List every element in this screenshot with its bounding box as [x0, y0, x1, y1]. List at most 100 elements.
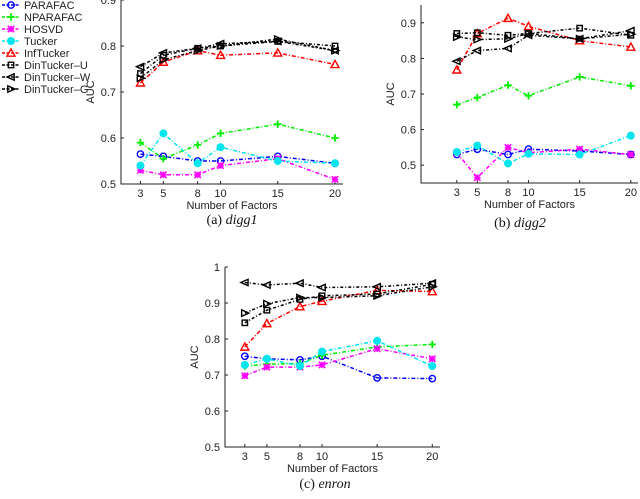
data-point: [504, 150, 512, 159]
data-point: [294, 301, 306, 311]
y-tick-label: 0.6: [205, 406, 220, 418]
subplot-enron: 0.5 0.6 0.7 0.8 0.9 1 3 5 8 10 15 20 Number of Facto…: [189, 262, 440, 492]
series-dintucker-g: [452, 29, 637, 44]
y-tick-label: 0.9: [401, 18, 416, 30]
legend-marker: [7, 61, 15, 69]
data-point: [373, 373, 382, 382]
data-point: [331, 175, 339, 184]
subplot-caption: (c) enron: [299, 477, 350, 492]
legend-label: InfTucker: [24, 48, 70, 60]
data-point: [473, 93, 481, 102]
data-point: [453, 100, 461, 109]
data-point: [191, 44, 202, 53]
series-tucker: [136, 129, 339, 170]
data-point: [504, 159, 513, 168]
series-line: [456, 27, 631, 37]
series-tucker: [240, 336, 437, 370]
legend: PARAFACNPARAFACHOSVDTuckerInfTuckerDinTu…: [2, 0, 91, 96]
legend-label: PARAFAC: [24, 0, 75, 12]
series-tucker: [452, 131, 635, 168]
caption-label: (c): [299, 477, 318, 492]
x-tick-label: 3: [454, 187, 460, 199]
x-tick-label: 20: [625, 187, 637, 199]
data-point: [240, 308, 251, 318]
series-line: [456, 146, 631, 179]
y-tick-label: 0.7: [401, 89, 416, 101]
data-point: [274, 120, 282, 128]
data-point: [159, 155, 168, 163]
x-tick-label: 8: [195, 188, 201, 200]
y-tick-label: 0.9: [101, 0, 116, 7]
data-point: [524, 29, 535, 38]
data-point: [427, 286, 438, 296]
y-tick-label: 0.7: [101, 87, 116, 99]
series-line: [244, 289, 433, 348]
data-point: [136, 166, 145, 174]
legend-marker: [7, 84, 17, 94]
series-line: [140, 157, 336, 181]
series-dintucker-w: [239, 278, 437, 292]
data-point: [502, 44, 512, 53]
y-tick-label: 0.5: [101, 179, 116, 191]
legend-label: DinTucker–G: [24, 84, 88, 96]
legend-label: Tucker: [24, 36, 58, 48]
x-tick-label: 20: [329, 188, 341, 200]
data-point: [331, 46, 341, 55]
data-point: [428, 362, 437, 370]
data-point: [473, 173, 482, 182]
axes-frame: [420, 5, 638, 184]
series-inftucker: [239, 284, 438, 351]
data-point: [502, 12, 514, 23]
y-tick-label: 0.6: [401, 125, 416, 137]
legend-entry: HOSVD: [2, 24, 63, 36]
data-point: [273, 157, 282, 165]
data-point: [626, 131, 635, 140]
data-point: [575, 150, 584, 159]
x-tick-label: 5: [474, 187, 480, 199]
data-point: [262, 354, 271, 363]
y-axis-label: AUC: [189, 345, 201, 368]
data-point: [296, 293, 306, 302]
data-point: [136, 161, 145, 170]
data-point: [318, 293, 328, 302]
data-point: [159, 129, 168, 138]
legend-marker: [7, 37, 15, 45]
series-inftucker: [451, 12, 637, 74]
x-tick-label: 5: [160, 188, 166, 200]
data-point: [216, 161, 225, 170]
legend-marker: [7, 1, 15, 9]
y-tick-label: 1: [214, 262, 220, 274]
data-point: [273, 34, 284, 44]
x-tick-label: 15: [574, 187, 586, 199]
data-point: [452, 32, 463, 42]
data-point: [504, 143, 512, 152]
caption-label: (b): [494, 216, 514, 231]
x-tick-label: 10: [522, 187, 534, 199]
series-line: [140, 123, 336, 160]
legend-marker: [5, 72, 15, 82]
subplot-caption: (b) digg2: [494, 216, 546, 231]
y-tick-label: 0.5: [401, 160, 416, 172]
legend-label: DinTucker–W: [24, 72, 91, 84]
data-point: [471, 46, 482, 55]
legend-entry: Tucker: [2, 36, 58, 48]
data-point: [473, 141, 482, 150]
series-dintucker-g: [136, 34, 341, 83]
data-point: [215, 49, 226, 60]
data-point: [136, 138, 145, 147]
x-axis-label: Number of Factors: [484, 199, 576, 211]
data-point: [373, 336, 382, 345]
x-tick-label: 15: [272, 188, 284, 200]
legend-entry: InfTucker: [2, 47, 70, 60]
data-point: [214, 39, 225, 48]
x-tick-label: 15: [371, 451, 383, 463]
data-point: [193, 46, 204, 55]
data-point: [157, 48, 168, 58]
data-point: [239, 278, 249, 287]
series-line: [456, 76, 631, 106]
series-line: [456, 17, 631, 71]
legend-marker: [5, 47, 17, 57]
y-tick-label: 0.8: [401, 53, 416, 65]
data-point: [625, 41, 637, 51]
